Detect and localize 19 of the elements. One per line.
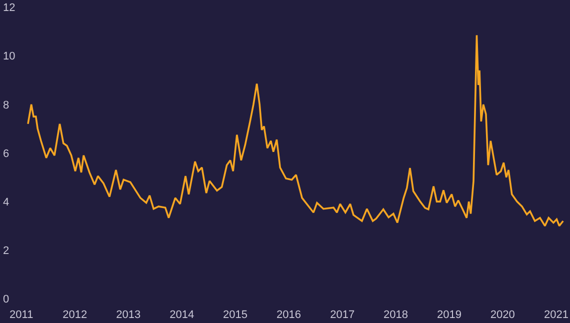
y-tick-label: 2 xyxy=(3,244,10,257)
line-series xyxy=(27,34,564,227)
y-tick-label: 10 xyxy=(3,50,16,63)
x-tick-label: 2020 xyxy=(490,308,515,321)
x-tick-label: 2012 xyxy=(62,308,88,321)
y-tick-label: 8 xyxy=(3,99,10,112)
x-tick-label: 2016 xyxy=(276,308,301,321)
x-tick-label: 2021 xyxy=(544,308,568,321)
x-tick-label: 2013 xyxy=(116,308,141,321)
x-tick-label: 2014 xyxy=(170,308,194,321)
x-tick-label: 2017 xyxy=(330,308,355,321)
y-tick-label: 4 xyxy=(3,196,10,208)
x-tick-label: 2018 xyxy=(384,308,408,321)
x-tick-label: 2015 xyxy=(223,308,248,321)
x-tick-label: 2019 xyxy=(436,308,462,321)
x-tick-label: 2011 xyxy=(10,308,34,321)
y-tick-label: 6 xyxy=(3,148,10,160)
y-tick-label: 12 xyxy=(3,2,16,14)
y-tick-label: 0 xyxy=(3,294,10,306)
